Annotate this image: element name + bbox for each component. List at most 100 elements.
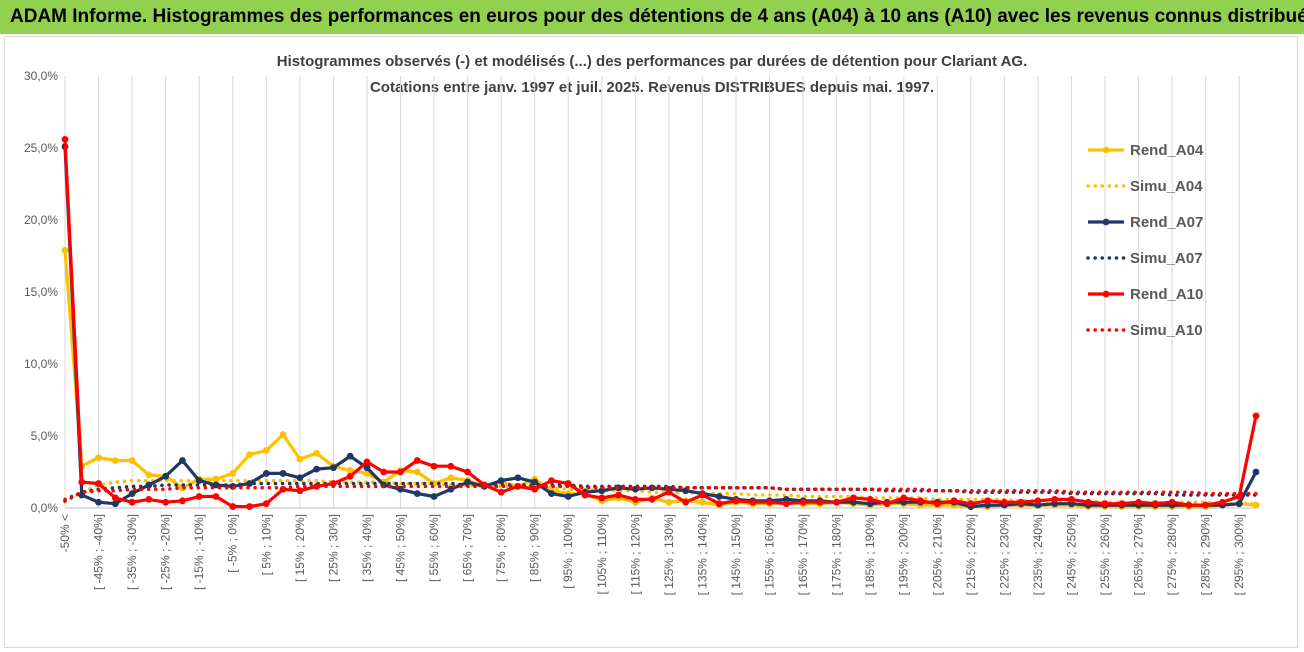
data-point-rend-a10 <box>984 497 992 505</box>
data-point-rend-a10 <box>866 495 874 503</box>
data-point-rend-a07 <box>715 493 723 500</box>
data-point-rend-a10 <box>95 480 102 487</box>
data-point-rend-a10 <box>296 487 304 495</box>
data-point-rend-a10 <box>1252 412 1260 420</box>
data-point-rend-a10 <box>128 498 136 506</box>
legend-label-rend-a10: Rend_A10 <box>1130 286 1203 303</box>
legend-label-simu-a04: Simu_A04 <box>1130 178 1203 195</box>
data-point-rend-a10 <box>179 497 186 505</box>
data-point-rend-a10 <box>61 135 69 143</box>
data-point-rend-a10 <box>262 500 270 508</box>
data-point-rend-a07 <box>262 470 270 477</box>
data-point-rend-a04 <box>95 454 102 461</box>
x-tick-label: [ 135% ; 140%] <box>695 514 709 595</box>
data-point-rend-a10 <box>1017 498 1025 506</box>
data-point-rend-a04 <box>61 246 69 254</box>
data-point-rend-a10 <box>699 491 706 499</box>
data-point-rend-a10 <box>1219 498 1226 506</box>
data-point-rend-a10 <box>497 488 505 496</box>
data-point-rend-a04 <box>699 498 706 506</box>
data-point-rend-a07 <box>397 485 404 493</box>
x-tick-label: [ 145% ; 150%] <box>729 514 743 595</box>
data-point-rend-a07 <box>531 478 539 486</box>
data-point-rend-a10 <box>212 493 220 500</box>
data-point-rend-a04 <box>262 447 270 454</box>
data-point-rend-a07 <box>279 470 287 477</box>
data-point-rend-a07 <box>413 490 421 497</box>
data-point-rend-a10 <box>313 483 321 490</box>
y-tick-label: 10,0% <box>24 357 58 371</box>
data-point-rend-a10 <box>883 500 891 508</box>
x-tick-label: [ -35% ; -30%] <box>125 514 139 590</box>
chart-frame <box>4 36 1298 648</box>
data-point-rend-a10 <box>346 472 354 480</box>
y-tick-label: 15,0% <box>24 285 58 299</box>
legend-label-rend-a07: Rend_A07 <box>1130 214 1203 231</box>
data-point-rend-a10 <box>1000 498 1008 506</box>
data-point-rend-a04 <box>296 455 304 463</box>
data-point-rend-a10 <box>682 498 690 506</box>
data-point-rend-a04 <box>128 457 136 464</box>
x-tick-label: [ 265% ; 270%] <box>1132 514 1146 595</box>
data-point-rend-a10 <box>715 500 723 508</box>
x-tick-label: [ 35% ; 40%] <box>360 514 374 582</box>
x-tick-label: [ 185% ; 190%] <box>863 514 877 595</box>
x-tick-label: [ 95% ; 100%] <box>561 514 575 589</box>
data-point-rend-a10 <box>363 458 371 466</box>
data-point-rend-a10 <box>111 494 119 502</box>
data-point-rend-a10 <box>1185 501 1193 509</box>
data-point-rend-a10 <box>229 503 237 510</box>
x-tick-label: [ 65% ; 70%] <box>461 514 475 582</box>
data-point-rend-a10 <box>78 478 86 486</box>
x-tick-label: [ 245% ; 250%] <box>1064 514 1078 595</box>
data-point-rend-a10 <box>665 488 673 496</box>
data-point-rend-a10 <box>380 468 388 476</box>
x-tick-label: [ 275% ; 280%] <box>1165 514 1179 595</box>
x-tick-label: [ -15% ; -10%] <box>192 514 206 590</box>
x-tick-label: [ 195% ; 200%] <box>897 514 911 595</box>
series-line-simu-a10 <box>63 484 1258 502</box>
data-point-rend-a04 <box>279 431 287 438</box>
data-point-rend-a07 <box>363 464 371 472</box>
data-point-rend-a04 <box>447 474 455 482</box>
data-point-rend-a10 <box>766 498 773 506</box>
data-point-rend-a04 <box>346 467 354 474</box>
data-point-rend-a10 <box>1051 495 1059 503</box>
data-point-rend-a07 <box>514 474 522 482</box>
x-tick-label: -50% < <box>58 514 72 552</box>
data-point-rend-a04 <box>413 468 421 476</box>
data-point-rend-a04 <box>1252 501 1260 509</box>
data-point-rend-a10 <box>933 500 941 508</box>
data-point-rend-a10 <box>782 500 790 508</box>
data-point-rend-a10 <box>1135 498 1142 506</box>
series-line-rend-a04 <box>63 250 1257 509</box>
data-point-rend-a10 <box>648 495 656 503</box>
data-point-rend-a10 <box>329 480 337 487</box>
x-tick-label: [ 115% ; 120%] <box>628 514 642 595</box>
header-banner: ADAM Informe. Histogrammes des performan… <box>0 0 1304 34</box>
page-title: ADAM Informe. Histogrammes des performan… <box>10 6 1304 27</box>
data-point-rend-a10 <box>464 468 471 476</box>
y-tick-label: 0,0% <box>31 501 59 515</box>
x-tick-label: [ 215% ; 220%] <box>964 514 978 595</box>
data-point-rend-a07 <box>128 490 136 497</box>
data-point-rend-a10 <box>1034 497 1042 505</box>
data-point-rend-a07 <box>329 464 337 472</box>
data-point-rend-a04 <box>229 470 237 477</box>
x-tick-label: [ 235% ; 240%] <box>1031 514 1045 595</box>
data-point-rend-a10 <box>581 491 589 499</box>
data-point-rend-a10 <box>145 495 153 503</box>
x-tick-label: [ 25% ; 30%] <box>326 514 340 582</box>
data-point-rend-a07 <box>313 465 321 473</box>
data-point-rend-a10 <box>195 493 203 500</box>
data-point-rend-a07 <box>212 481 220 489</box>
legend-marker-rend-a10 <box>1102 290 1110 298</box>
data-point-rend-a10 <box>749 498 757 506</box>
chart-title: Histogrammes observés (-) et modélisés (… <box>276 53 1028 70</box>
data-point-rend-a07 <box>179 457 186 464</box>
data-point-rend-a10 <box>1068 495 1075 503</box>
x-tick-label: [ 205% ; 210%] <box>930 514 944 595</box>
data-point-rend-a04 <box>665 498 673 506</box>
data-point-rend-a10 <box>413 457 421 464</box>
